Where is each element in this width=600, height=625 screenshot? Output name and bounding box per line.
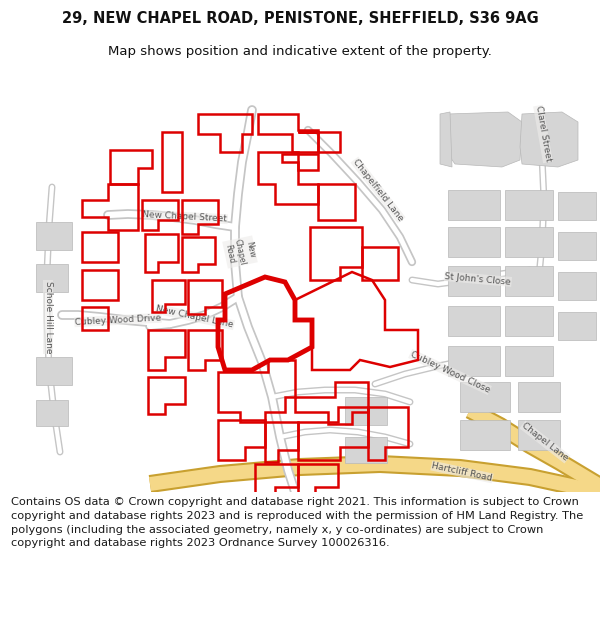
Polygon shape [460,420,510,450]
Text: New Chapel Street: New Chapel Street [142,210,227,224]
Polygon shape [448,190,500,220]
Polygon shape [440,112,452,167]
Polygon shape [558,312,596,340]
Text: New Chapel Lane: New Chapel Lane [155,304,235,329]
Polygon shape [505,266,553,296]
Text: Clarel Street: Clarel Street [533,105,553,162]
Text: Cubley Wood Drive: Cubley Wood Drive [74,313,161,327]
Polygon shape [448,346,500,376]
Polygon shape [505,190,553,220]
Polygon shape [36,222,72,250]
Polygon shape [36,264,68,292]
Polygon shape [518,382,560,412]
Polygon shape [558,232,596,260]
Text: Contains OS data © Crown copyright and database right 2021. This information is : Contains OS data © Crown copyright and d… [11,498,583,548]
Polygon shape [448,306,500,336]
Polygon shape [445,112,522,167]
Text: 29, NEW CHAPEL ROAD, PENISTONE, SHEFFIELD, S36 9AG: 29, NEW CHAPEL ROAD, PENISTONE, SHEFFIEL… [62,11,538,26]
Polygon shape [558,272,596,300]
Polygon shape [460,382,510,412]
Polygon shape [518,420,560,450]
Text: St John's Close: St John's Close [445,272,512,286]
Polygon shape [505,306,553,336]
Polygon shape [345,397,387,425]
Polygon shape [448,266,500,296]
Polygon shape [345,437,387,463]
Polygon shape [505,346,553,376]
Text: Map shows position and indicative extent of the property.: Map shows position and indicative extent… [108,45,492,58]
Polygon shape [558,192,596,220]
Polygon shape [520,112,578,167]
Text: Hartcliff Road: Hartcliff Road [431,461,493,483]
Text: New
Chapel
Road: New Chapel Road [223,236,257,268]
Text: Chapelfield Lane: Chapelfield Lane [351,158,405,222]
Text: Schole Hill Lane: Schole Hill Lane [43,281,53,353]
Text: Cubley Wood Close: Cubley Wood Close [409,349,491,394]
Polygon shape [36,357,72,385]
Polygon shape [505,227,553,257]
Polygon shape [448,227,500,257]
Text: Chapel Lane: Chapel Lane [520,421,570,463]
Polygon shape [36,400,68,426]
